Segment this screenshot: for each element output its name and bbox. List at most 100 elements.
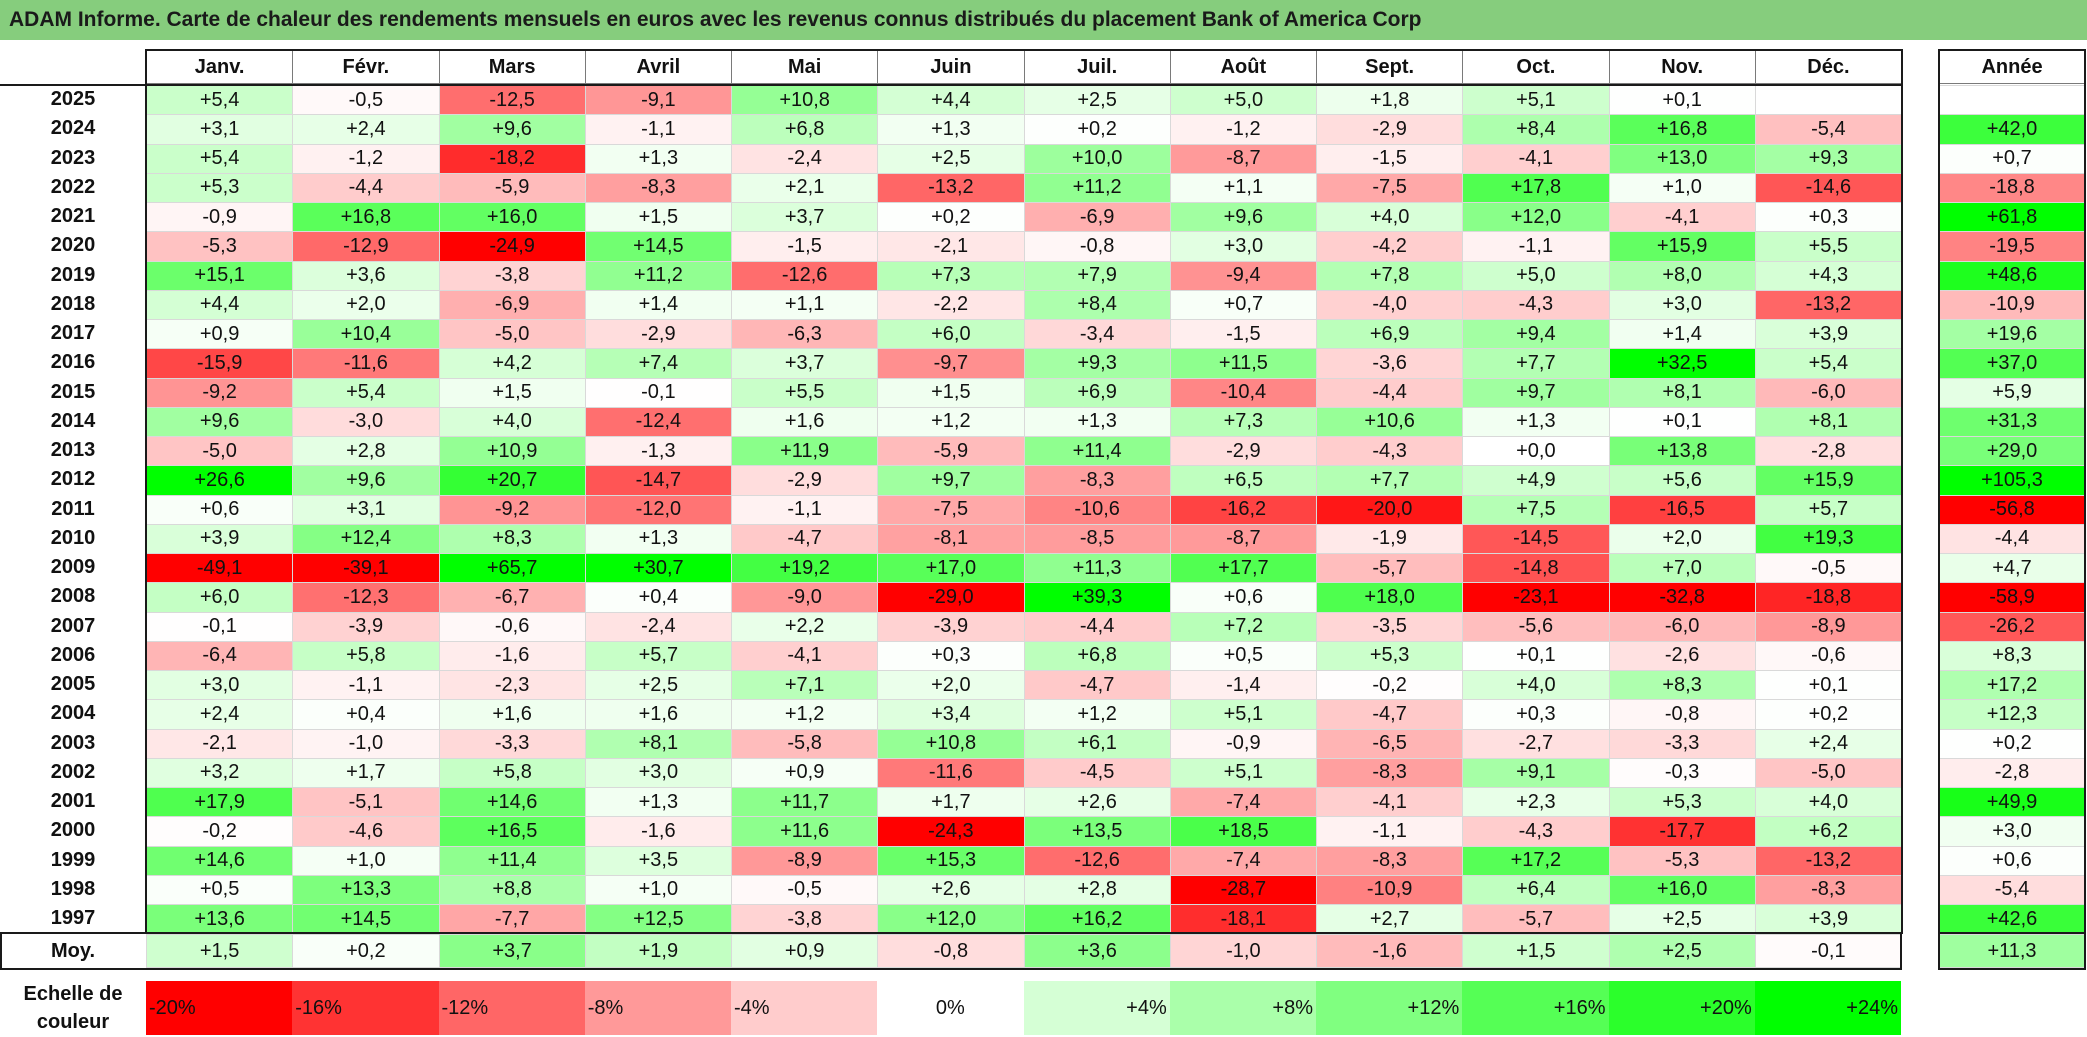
heatmap-cell: -3,0 bbox=[292, 406, 440, 437]
heatmap-cell: +6,4 bbox=[1462, 874, 1610, 905]
heatmap-cell: -4,4 bbox=[1023, 611, 1171, 642]
heatmap-cell: +7,9 bbox=[1023, 260, 1171, 291]
heatmap-cell: -1,6 bbox=[584, 816, 732, 847]
heatmap-cell: +14,6 bbox=[146, 845, 294, 876]
heatmap-cell: +9,3 bbox=[1023, 348, 1171, 379]
heatmap-cell: +0,3 bbox=[1754, 202, 1902, 233]
heatmap-cell: +11,2 bbox=[584, 260, 732, 291]
heatmap-cell: -12,5 bbox=[438, 85, 586, 116]
heatmap-cell: +1,2 bbox=[731, 699, 879, 730]
heatmap-cell: -10,4 bbox=[1169, 377, 1317, 408]
heatmap-cell: +30,7 bbox=[584, 553, 732, 584]
heatmap-cell: +1,7 bbox=[292, 757, 440, 788]
color-scale-stop: -4% bbox=[731, 981, 878, 1035]
heatmap-cell: -1,1 bbox=[731, 494, 879, 525]
heatmap-cell: -4,0 bbox=[1316, 289, 1464, 320]
heatmap-cell: +18,0 bbox=[1316, 582, 1464, 613]
heatmap-cell: -20,0 bbox=[1316, 494, 1464, 525]
average-cell: +3,7 bbox=[438, 934, 586, 968]
heatmap-cell: +0,1 bbox=[1608, 406, 1756, 437]
heatmap-cell: +5,1 bbox=[1462, 85, 1610, 116]
heatmap-cell: +16,8 bbox=[1608, 114, 1756, 145]
heatmap-cell: +5,0 bbox=[1169, 85, 1317, 116]
heatmap-cell: -14,6 bbox=[1754, 172, 1902, 203]
heatmap-cell: +65,7 bbox=[438, 553, 586, 584]
row-label-1998: 1998 bbox=[50, 877, 96, 900]
heatmap-cell: +20,7 bbox=[438, 465, 586, 496]
heatmap-cell: +16,0 bbox=[438, 202, 586, 233]
annual-cell: -4,4 bbox=[1939, 523, 2085, 554]
heatmap-cell: -5,7 bbox=[1316, 553, 1464, 584]
heatmap-cell: +5,5 bbox=[731, 377, 879, 408]
heatmap-cell: +3,0 bbox=[1608, 289, 1756, 320]
heatmap-cell: -0,1 bbox=[584, 377, 732, 408]
heatmap-cell: +13,6 bbox=[146, 904, 294, 935]
heatmap-cell: +17,9 bbox=[146, 787, 294, 818]
heatmap-cell: +2,0 bbox=[1608, 523, 1756, 554]
heatmap-cell: +0,1 bbox=[1608, 85, 1756, 116]
row-label-2014: 2014 bbox=[50, 409, 96, 432]
heatmap-cell: -6,0 bbox=[1754, 377, 1902, 408]
heatmap-cell: -6,5 bbox=[1316, 728, 1464, 759]
heatmap-cell: +1,0 bbox=[292, 845, 440, 876]
heatmap-cell: -12,9 bbox=[292, 231, 440, 262]
heatmap-cell: +5,7 bbox=[1754, 494, 1902, 525]
heatmap-cell: +0,5 bbox=[146, 874, 294, 905]
heatmap-cell: -2,2 bbox=[877, 289, 1025, 320]
heatmap-cell: +11,5 bbox=[1169, 348, 1317, 379]
heatmap-cell: +7,8 bbox=[1316, 260, 1464, 291]
heatmap-cell: +1,3 bbox=[584, 787, 732, 818]
heatmap-cell: +11,6 bbox=[731, 816, 879, 847]
heatmap-cell: +1,5 bbox=[584, 202, 732, 233]
heatmap-cell: -2,9 bbox=[584, 319, 732, 350]
heatmap-cell: +6,8 bbox=[731, 114, 879, 145]
heatmap-cell: +17,2 bbox=[1462, 845, 1610, 876]
heatmap-cell: +3,5 bbox=[584, 845, 732, 876]
heatmap-cell: -1,5 bbox=[1316, 143, 1464, 174]
annual-cell: +48,6 bbox=[1939, 260, 2085, 291]
heatmap-cell: +0,7 bbox=[1169, 289, 1317, 320]
heatmap-cell: +3,7 bbox=[731, 348, 879, 379]
heatmap-cell: -1,5 bbox=[1169, 319, 1317, 350]
heatmap-cell: -5,8 bbox=[731, 728, 879, 759]
heatmap-cell: -8,7 bbox=[1169, 143, 1317, 174]
heatmap-cell: -9,2 bbox=[146, 377, 294, 408]
heatmap-cell: +2,5 bbox=[877, 143, 1025, 174]
heatmap-cell: -5,0 bbox=[146, 436, 294, 467]
heatmap-cell: +11,4 bbox=[438, 845, 586, 876]
heatmap-cell: -5,9 bbox=[877, 436, 1025, 467]
heatmap-cell: +1,1 bbox=[1169, 172, 1317, 203]
heatmap-cell: -11,6 bbox=[877, 757, 1025, 788]
heatmap-cell: -5,3 bbox=[146, 231, 294, 262]
column-header-4: Avril bbox=[584, 50, 732, 84]
heatmap-cell: +5,3 bbox=[146, 172, 294, 203]
heatmap-cell: +6,0 bbox=[146, 582, 294, 613]
heatmap-cell: -3,3 bbox=[1608, 728, 1756, 759]
column-header-11: Nov. bbox=[1608, 50, 1756, 84]
annual-cell: +42,0 bbox=[1939, 114, 2085, 145]
annual-cell: -18,8 bbox=[1939, 172, 2085, 203]
heatmap-cell: +15,3 bbox=[877, 845, 1025, 876]
heatmap-cell: +7,5 bbox=[1462, 494, 1610, 525]
heatmap-cell: -0,9 bbox=[146, 202, 294, 233]
heatmap-cell: +16,5 bbox=[438, 816, 586, 847]
row-label-2002: 2002 bbox=[50, 760, 96, 783]
heatmap-cell: +5,4 bbox=[146, 143, 294, 174]
heatmap-cell: -0,5 bbox=[731, 874, 879, 905]
heatmap-cell: +0,6 bbox=[146, 494, 294, 525]
heatmap-cell: +2,5 bbox=[1023, 85, 1171, 116]
average-cell: +0,2 bbox=[292, 934, 440, 968]
heatmap-cell: -8,3 bbox=[1023, 465, 1171, 496]
heatmap-cell: -2,9 bbox=[1169, 436, 1317, 467]
heatmap-cell: +0,1 bbox=[1754, 670, 1902, 701]
heatmap-cell: +1,3 bbox=[1462, 406, 1610, 437]
heatmap-cell: +16,2 bbox=[1023, 904, 1171, 935]
row-label-2016: 2016 bbox=[50, 351, 96, 374]
annual-cell: +37,0 bbox=[1939, 348, 2085, 379]
heatmap-cell: +5,5 bbox=[1754, 231, 1902, 262]
heatmap-cell: +5,8 bbox=[292, 640, 440, 671]
heatmap-cell: +1,5 bbox=[877, 377, 1025, 408]
heatmap-cell: +13,3 bbox=[292, 874, 440, 905]
heatmap-cell: -9,4 bbox=[1169, 260, 1317, 291]
heatmap-cell: +2,0 bbox=[877, 670, 1025, 701]
